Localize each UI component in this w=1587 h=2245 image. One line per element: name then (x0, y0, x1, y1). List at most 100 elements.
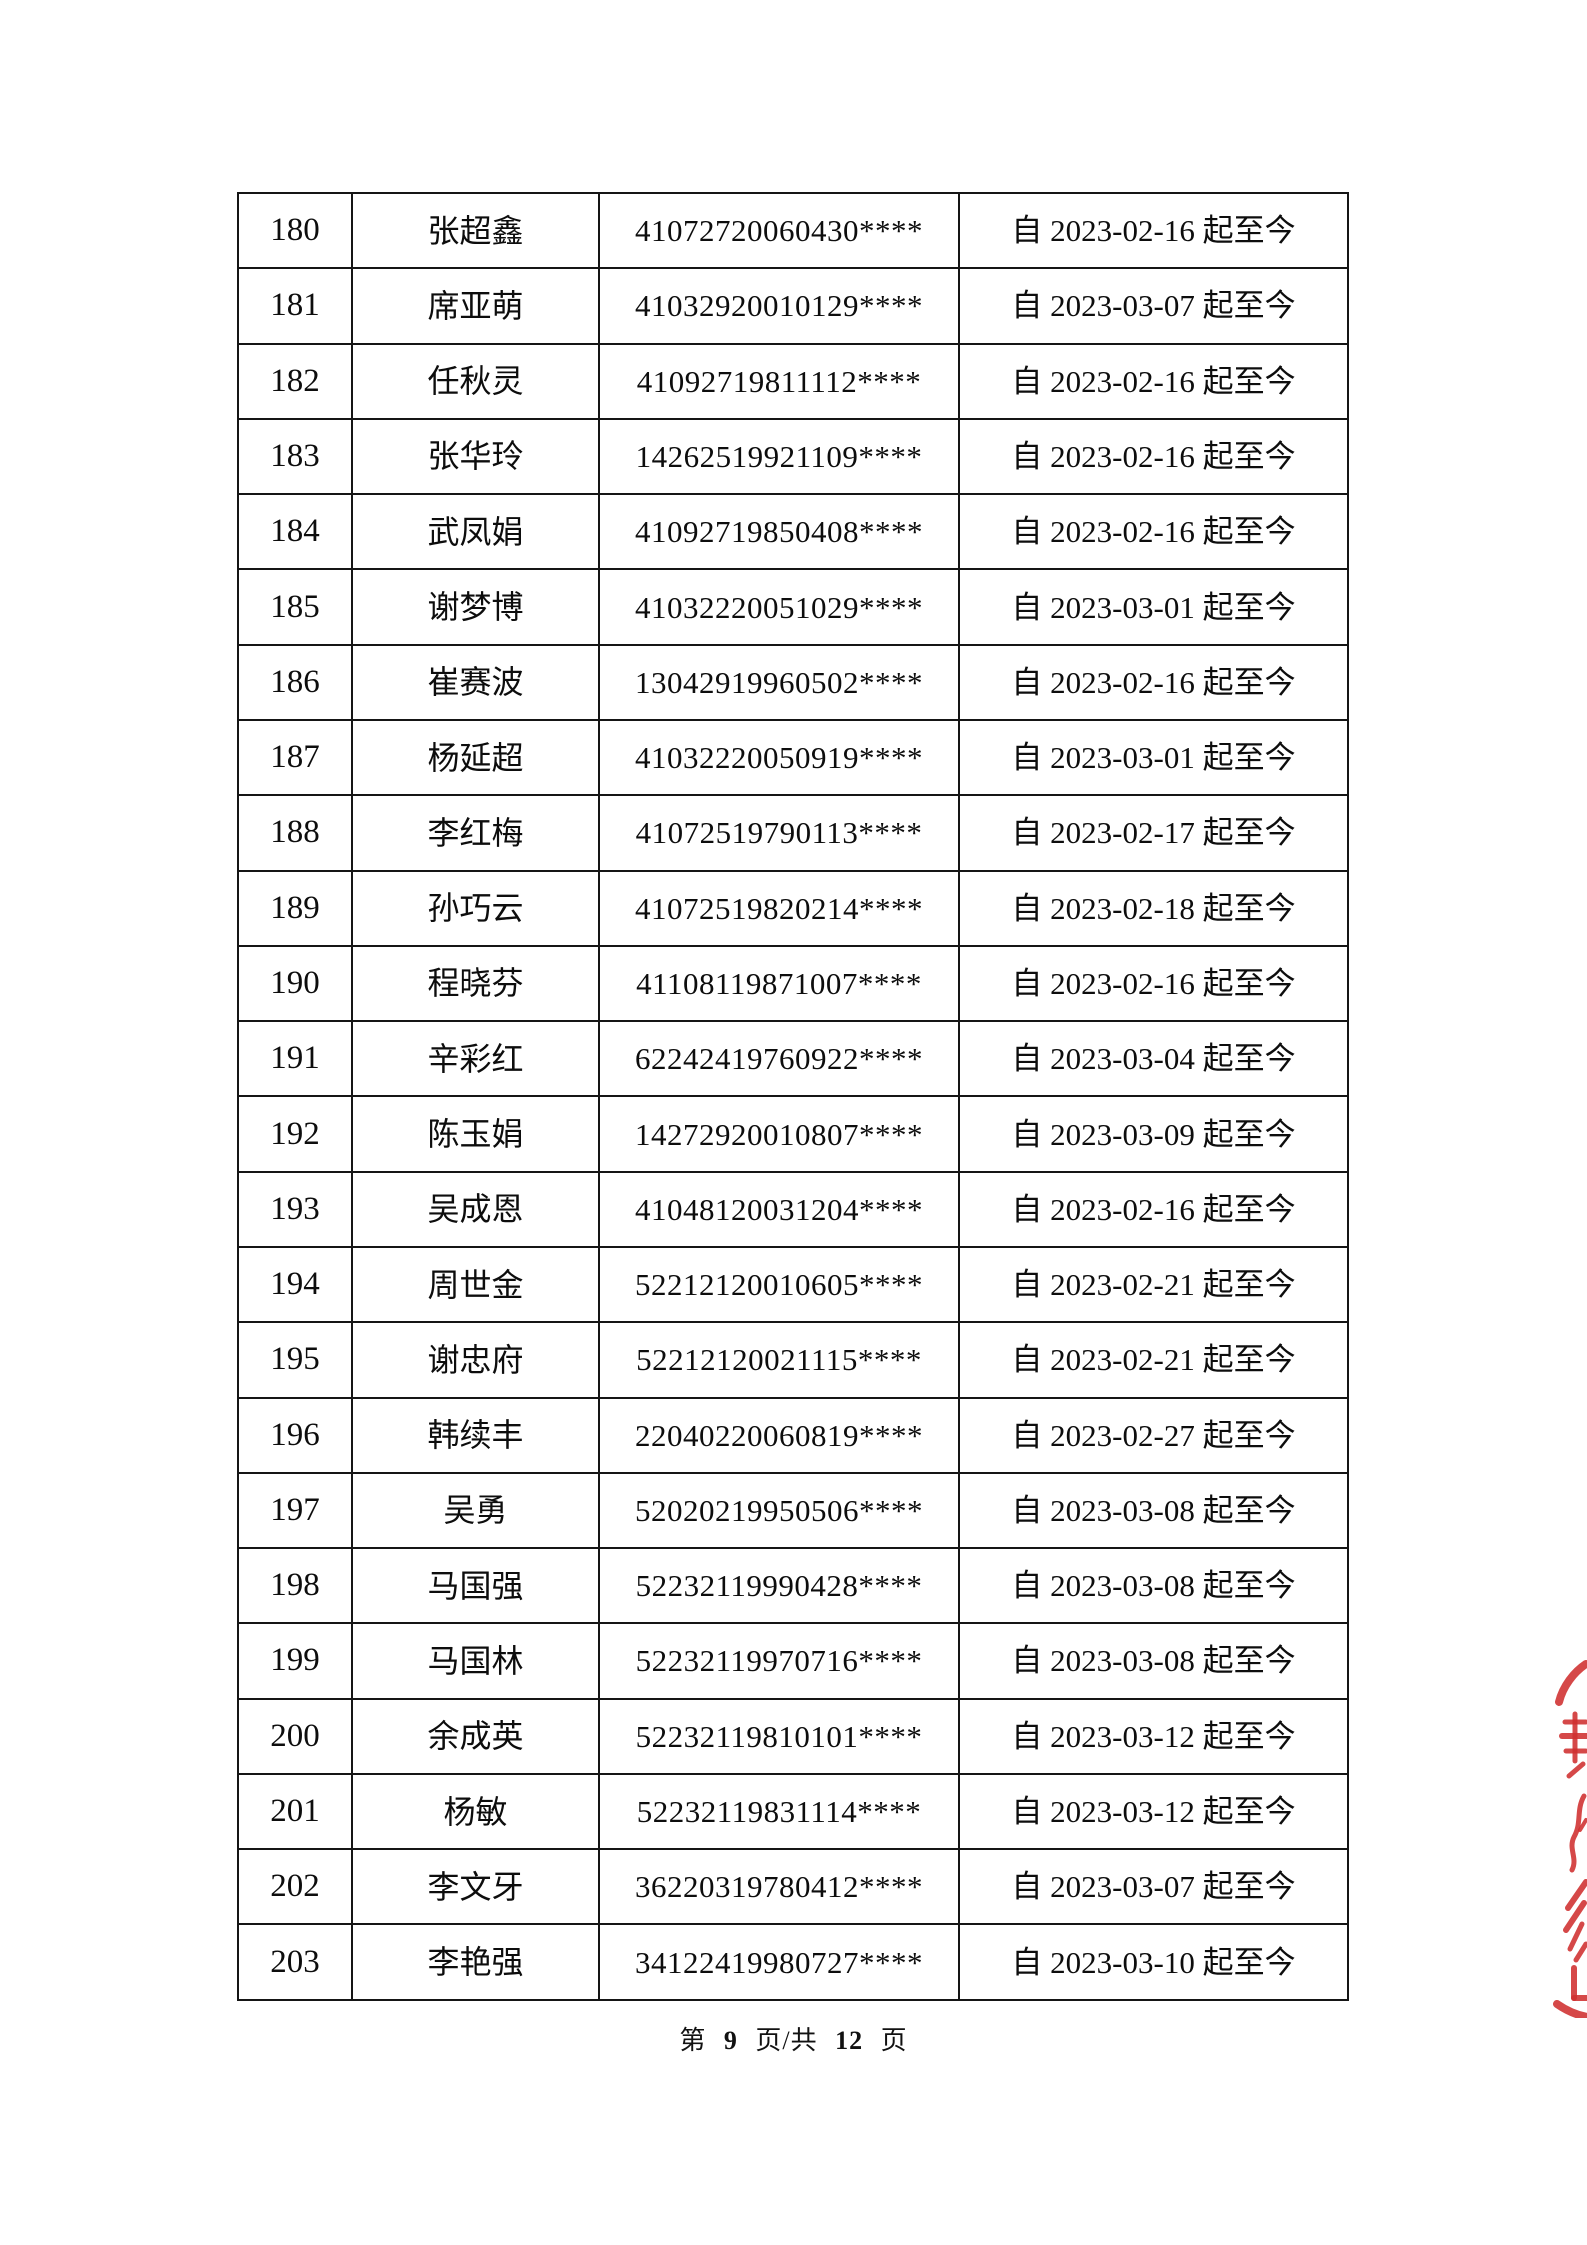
table-row: 184 武凤娟 41092719850408**** 自 2023-02-16 起至今 (237, 493, 1349, 571)
person-name-cell: 李艳强 (351, 1923, 600, 2001)
footer-middle: 页/共 (755, 2026, 818, 2055)
table-row: 200 余成英 52232119810101**** 自 2023-03-12 起至今 (237, 1697, 1349, 1775)
person-name-cell: 张华玲 (351, 417, 600, 496)
id-number-cell: 62242419760922**** (598, 1020, 960, 1098)
row-number-cell: 184 (237, 493, 353, 571)
validity-period-cell: 自 2023-02-16 起至今 (958, 944, 1349, 1023)
person-name-cell: 孙巧云 (351, 869, 600, 947)
validity-period-cell: 自 2023-02-18 起至今 (958, 869, 1349, 947)
id-number-cell: 52232119810101**** (598, 1697, 960, 1775)
person-name-cell: 崔赛波 (351, 643, 600, 721)
person-name-cell: 席亚萌 (351, 267, 600, 345)
id-number-cell: 52232119990428**** (598, 1547, 960, 1625)
id-number-cell: 41092719811112**** (598, 342, 960, 420)
id-number-cell: 14262519921109**** (598, 417, 960, 496)
validity-period-cell: 自 2023-02-16 起至今 (958, 417, 1349, 496)
validity-period-cell: 自 2023-03-08 起至今 (958, 1471, 1349, 1550)
row-number-cell: 200 (237, 1697, 353, 1775)
validity-period-cell: 自 2023-03-08 起至今 (958, 1622, 1349, 1700)
row-number-cell: 202 (237, 1848, 353, 1926)
validity-period-cell: 自 2023-03-01 起至今 (958, 718, 1349, 797)
row-number-cell: 201 (237, 1772, 353, 1851)
row-number-cell: 189 (237, 869, 353, 947)
roster-table-body: 180 张超鑫 41072720060430**** 自 2023-02-16 起至今… (237, 191, 1349, 2001)
person-name-cell: 谢梦博 (351, 568, 600, 646)
validity-period-cell: 自 2023-03-04 起至今 (958, 1020, 1349, 1098)
id-number-cell: 41032220051029**** (598, 568, 960, 646)
table-row: 183 张华玲 14262519921109**** 自 2023-02-16 起至今 (237, 417, 1349, 496)
validity-period-cell: 自 2023-02-16 起至今 (958, 191, 1349, 270)
table-row: 181 席亚萌 41032920010129**** 自 2023-03-07 起至今 (237, 267, 1349, 345)
row-number-cell: 188 (237, 794, 353, 872)
id-number-cell: 14272920010807**** (598, 1095, 960, 1173)
row-number-cell: 183 (237, 417, 353, 496)
validity-period-cell: 自 2023-02-27 起至今 (958, 1396, 1349, 1474)
row-number-cell: 180 (237, 191, 353, 270)
validity-period-cell: 自 2023-03-09 起至今 (958, 1095, 1349, 1173)
id-number-cell: 41092719850408**** (598, 493, 960, 571)
table-row: 196 韩续丰 22040220060819**** 自 2023-02-27 起至今 (237, 1396, 1349, 1474)
row-number-cell: 193 (237, 1170, 353, 1248)
id-number-cell: 52020219950506**** (598, 1471, 960, 1550)
table-row: 185 谢梦博 41032220051029**** 自 2023-03-01 起至今 (237, 568, 1349, 646)
row-number-cell: 191 (237, 1020, 353, 1098)
table-row: 193 吴成恩 41048120031204**** 自 2023-02-16 起至今 (237, 1170, 1349, 1248)
person-name-cell: 程晓芬 (351, 944, 600, 1023)
id-number-cell: 22040220060819**** (598, 1396, 960, 1474)
table-row: 202 李文牙 36220319780412**** 自 2023-03-07 起至今 (237, 1848, 1349, 1926)
row-number-cell: 185 (237, 568, 353, 646)
validity-period-cell: 自 2023-03-01 起至今 (958, 568, 1349, 646)
id-number-cell: 34122419980727**** (598, 1923, 960, 2001)
validity-period-cell: 自 2023-03-12 起至今 (958, 1697, 1349, 1775)
person-name-cell: 韩续丰 (351, 1396, 600, 1474)
id-number-cell: 52232119831114**** (598, 1772, 960, 1851)
validity-period-cell: 自 2023-02-16 起至今 (958, 643, 1349, 721)
row-number-cell: 197 (237, 1471, 353, 1550)
table-row: 190 程晓芬 41108119871007**** 自 2023-02-16 起至今 (237, 944, 1349, 1023)
person-name-cell: 余成英 (351, 1697, 600, 1775)
person-name-cell: 马国林 (351, 1622, 600, 1700)
validity-period-cell: 自 2023-02-16 起至今 (958, 493, 1349, 571)
validity-period-cell: 自 2023-03-07 起至今 (958, 267, 1349, 345)
row-number-cell: 192 (237, 1095, 353, 1173)
id-number-cell: 13042919960502**** (598, 643, 960, 721)
person-name-cell: 吴成恩 (351, 1170, 600, 1248)
row-number-cell: 198 (237, 1547, 353, 1625)
validity-period-cell: 自 2023-03-07 起至今 (958, 1848, 1349, 1926)
table-row: 187 杨延超 41032220050919**** 自 2023-03-01 起至今 (237, 718, 1349, 797)
row-number-cell: 187 (237, 718, 353, 797)
table-row: 194 周世金 52212120010605**** 自 2023-02-21 起至今 (237, 1245, 1349, 1324)
id-number-cell: 52232119970716**** (598, 1622, 960, 1700)
row-number-cell: 195 (237, 1321, 353, 1399)
id-number-cell: 41032220050919**** (598, 718, 960, 797)
id-number-cell: 41072519820214**** (598, 869, 960, 947)
id-number-cell: 52212120021115**** (598, 1321, 960, 1399)
table-row: 203 李艳强 34122419980727**** 自 2023-03-10 起至今 (237, 1923, 1349, 2001)
person-name-cell: 马国强 (351, 1547, 600, 1625)
person-name-cell: 任秋灵 (351, 342, 600, 420)
validity-period-cell: 自 2023-03-10 起至今 (958, 1923, 1349, 2001)
table-row: 186 崔赛波 13042919960502**** 自 2023-02-16 起至今 (237, 643, 1349, 721)
table-row: 198 马国强 52232119990428**** 自 2023-03-08 起至今 (237, 1547, 1349, 1625)
person-name-cell: 陈玉娟 (351, 1095, 600, 1173)
row-number-cell: 181 (237, 267, 353, 345)
roster-table: 180 张超鑫 41072720060430**** 自 2023-02-16 起至今… (237, 191, 1349, 2001)
table-row: 191 辛彩红 62242419760922**** 自 2023-03-04 起至今 (237, 1020, 1349, 1098)
person-name-cell: 谢忠府 (351, 1321, 600, 1399)
validity-period-cell: 自 2023-02-16 起至今 (958, 1170, 1349, 1248)
person-name-cell: 张超鑫 (351, 191, 600, 270)
person-name-cell: 李红梅 (351, 794, 600, 872)
table-row: 188 李红梅 41072519790113**** 自 2023-02-17 起至今 (237, 794, 1349, 872)
row-number-cell: 199 (237, 1622, 353, 1700)
page-footer: 第 9 页/共 12 页 (0, 2020, 1587, 2057)
row-number-cell: 203 (237, 1923, 353, 2001)
row-number-cell: 182 (237, 342, 353, 420)
table-row: 180 张超鑫 41072720060430**** 自 2023-02-16 起至今 (237, 191, 1349, 270)
person-name-cell: 杨延超 (351, 718, 600, 797)
validity-period-cell: 自 2023-02-16 起至今 (958, 342, 1349, 420)
id-number-cell: 36220319780412**** (598, 1848, 960, 1926)
footer-total-pages: 12 (835, 2026, 864, 2055)
id-number-cell: 41072519790113**** (598, 794, 960, 872)
id-number-cell: 41072720060430**** (598, 191, 960, 270)
